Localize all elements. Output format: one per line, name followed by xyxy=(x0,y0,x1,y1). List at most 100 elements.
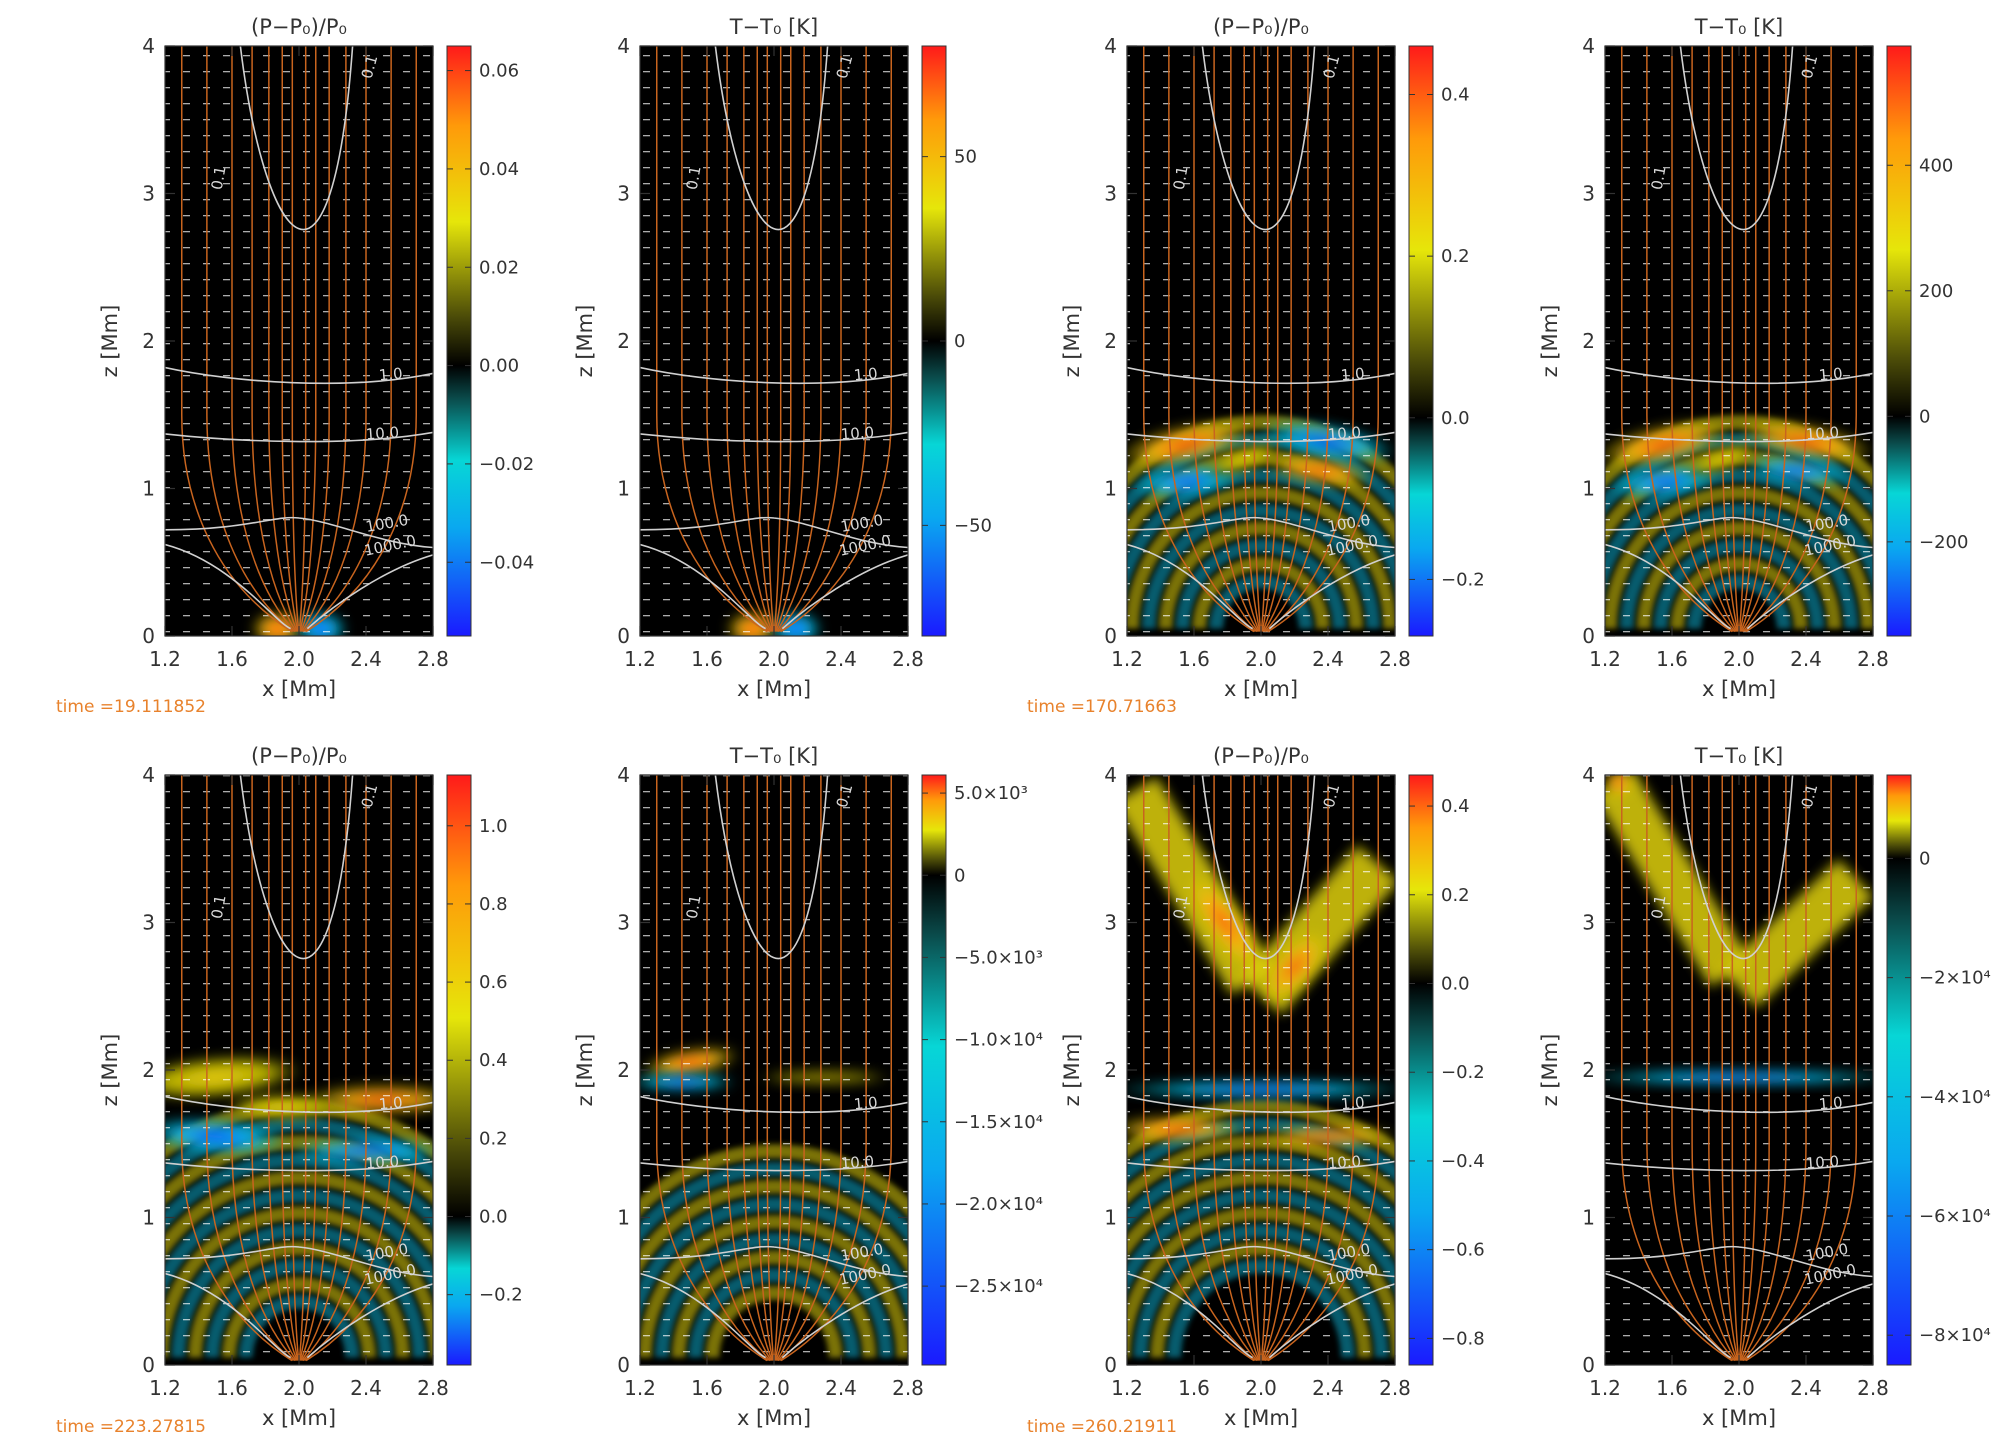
field-line xyxy=(1738,46,1747,632)
field-line xyxy=(1260,46,1269,632)
colorbar-tick-label: 0 xyxy=(954,331,965,352)
field-line xyxy=(706,46,771,633)
x-tick-label: 1.2 xyxy=(624,647,656,671)
y-axis-label: z [Mm] xyxy=(1060,1034,1084,1107)
field-line xyxy=(1261,775,1279,1361)
field-line xyxy=(251,46,297,632)
field-line xyxy=(1253,775,1262,1361)
contour-label: 0.1 xyxy=(683,894,705,921)
beta-contour xyxy=(1127,431,1395,443)
field-line xyxy=(304,46,392,633)
x-tick-label: 2.0 xyxy=(1723,1376,1755,1400)
panel-title: (P−P₀)/P₀ xyxy=(1213,744,1309,768)
colorbar-tick-label: 0.0 xyxy=(1441,973,1470,994)
beta-contour xyxy=(1605,543,1873,630)
time-label: time =223.27815 xyxy=(56,1417,206,1436)
panel-title: (P−P₀)/P₀ xyxy=(251,744,347,768)
contour-label: 10.0 xyxy=(840,1152,875,1172)
field-line xyxy=(281,775,299,1361)
beta-contour xyxy=(1605,516,1873,549)
field-line xyxy=(301,46,347,632)
field-line xyxy=(706,775,771,1362)
field-line xyxy=(1721,46,1739,632)
time-label: time =260.21911 xyxy=(1027,1417,1177,1436)
y-tick-label: 1 xyxy=(142,1206,155,1230)
field-line xyxy=(1213,775,1259,1361)
velocity-vectors xyxy=(1605,775,1873,1365)
beta-contour xyxy=(1127,543,1395,630)
y-tick-label: 1 xyxy=(617,477,630,501)
field-line xyxy=(681,775,769,1362)
field-line xyxy=(1738,775,1747,1361)
beta-contour xyxy=(165,543,433,630)
beta-contour xyxy=(1201,46,1316,231)
colorbar-tick-label: 0.2 xyxy=(479,1128,508,1149)
field-line xyxy=(231,775,296,1362)
contour-label: 1.0 xyxy=(378,1093,403,1113)
field-line xyxy=(1230,46,1260,632)
colorbar-tick-label: 0 xyxy=(954,865,965,886)
x-tick-label: 2.8 xyxy=(417,647,449,671)
x-axis-label: x [Mm] xyxy=(1702,677,1776,701)
x-axis-label: x [Mm] xyxy=(262,1406,336,1430)
beta-contour xyxy=(239,775,354,960)
y-tick-label: 3 xyxy=(142,182,155,206)
colorbar-tick-label: 0.8 xyxy=(479,894,508,915)
colorbar-tick-label: 0.4 xyxy=(1441,796,1470,817)
field-line xyxy=(1671,775,1736,1362)
x-axis-label: x [Mm] xyxy=(737,1406,811,1430)
colorbar-tick-label: −2.5×10⁴ xyxy=(954,1276,1043,1297)
contour-label: 10.0 xyxy=(1327,423,1362,443)
colorbar-tick-label: −1.5×10⁴ xyxy=(954,1112,1043,1133)
field-line xyxy=(773,46,782,632)
x-axis-label: x [Mm] xyxy=(262,677,336,701)
colorbar-tick-label: −0.8 xyxy=(1441,1328,1485,1349)
beta-contour xyxy=(640,1245,908,1278)
field-line xyxy=(1721,775,1739,1361)
x-tick-label: 1.2 xyxy=(1111,647,1143,671)
beta-contour xyxy=(165,366,433,385)
x-tick-label: 2.4 xyxy=(1790,1376,1822,1400)
x-axis-label: x [Mm] xyxy=(737,677,811,701)
field-line xyxy=(1168,775,1256,1362)
y-tick-label: 1 xyxy=(1582,1206,1595,1230)
y-tick-label: 2 xyxy=(1104,1058,1117,1082)
field-line xyxy=(1263,46,1309,632)
field-line xyxy=(1230,775,1260,1361)
y-axis-label: z [Mm] xyxy=(573,305,597,378)
x-tick-label: 1.2 xyxy=(149,1376,181,1400)
contour-label: 0.1 xyxy=(208,165,230,192)
time-label: time =19.111852 xyxy=(56,697,206,717)
x-tick-label: 2.8 xyxy=(892,1376,924,1400)
field-line xyxy=(779,46,867,633)
field-line xyxy=(743,46,773,632)
contour-label: 1.0 xyxy=(853,364,878,384)
field-line xyxy=(291,46,300,632)
field-line xyxy=(726,775,772,1361)
beta-contour xyxy=(1127,1272,1395,1359)
contour-label: 10.0 xyxy=(365,423,400,443)
field-line xyxy=(1740,775,1770,1361)
field-line xyxy=(1741,46,1787,632)
field-line xyxy=(268,775,298,1361)
colorbar-tick-label: 0.2 xyxy=(1441,885,1470,906)
y-tick-label: 0 xyxy=(1582,1353,1595,1377)
field-line xyxy=(774,46,792,632)
y-tick-label: 0 xyxy=(1104,1353,1117,1377)
field-line xyxy=(1193,46,1258,633)
velocity-vectors xyxy=(640,775,908,1365)
colorbar-tick-label: 0.4 xyxy=(479,1050,508,1071)
field-line xyxy=(1671,46,1736,633)
colorbar-tick-label: −4×10⁴ xyxy=(1919,1087,1991,1108)
x-tick-label: 2.4 xyxy=(1312,647,1344,671)
colorbar xyxy=(1408,774,1434,1366)
panel-title: T−T₀ [K] xyxy=(729,15,819,39)
y-tick-label: 3 xyxy=(617,182,630,206)
x-axis-label: x [Mm] xyxy=(1224,1406,1298,1430)
field-line xyxy=(776,46,822,632)
beta-contour xyxy=(1127,1095,1395,1114)
x-tick-label: 1.6 xyxy=(216,647,248,671)
